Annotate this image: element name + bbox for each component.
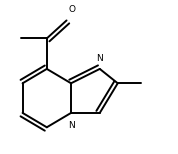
Text: N: N <box>68 121 74 130</box>
Text: O: O <box>69 5 75 14</box>
Text: N: N <box>96 54 103 63</box>
